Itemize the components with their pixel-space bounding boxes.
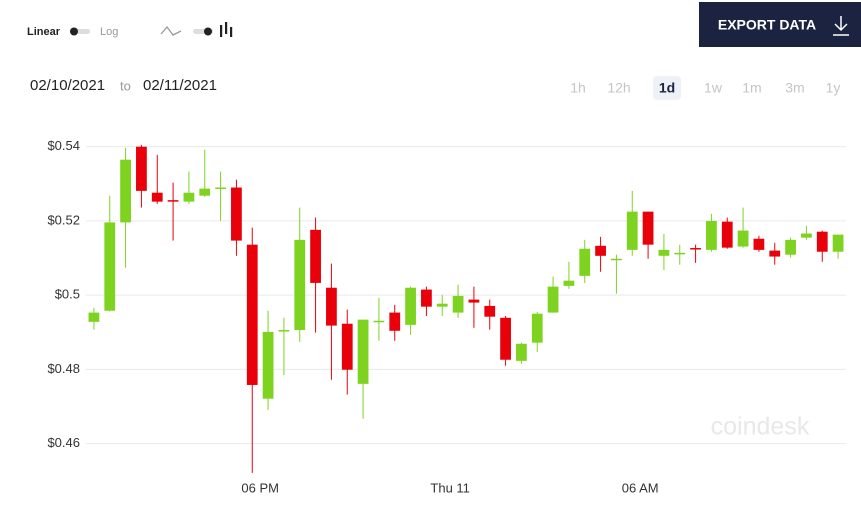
candle-body <box>436 303 448 307</box>
range-button[interactable]: 1m <box>742 80 761 96</box>
candle-body <box>373 320 385 323</box>
candle-body <box>151 192 163 202</box>
candle-body <box>167 200 179 202</box>
candle-body <box>88 312 100 322</box>
candle-body <box>278 330 290 332</box>
scale-log[interactable]: Log <box>100 26 118 38</box>
candle-body <box>626 211 638 250</box>
candle-body <box>674 252 686 255</box>
range-button[interactable]: 12h <box>607 80 630 96</box>
candle-body <box>785 239 796 255</box>
candle-body <box>769 250 781 257</box>
x-tick-label: Thu 11 <box>430 480 470 495</box>
candle-body <box>801 233 812 238</box>
toggle-knob <box>70 27 78 36</box>
candle-chart-icon[interactable] <box>220 22 233 37</box>
candle-body <box>389 312 401 331</box>
candle-body <box>563 280 575 286</box>
export-button[interactable]: EXPORT DATA <box>699 2 861 47</box>
y-tick-label: $0.46 <box>47 435 80 450</box>
candle-body <box>721 221 733 248</box>
range-button[interactable]: 3m <box>785 80 804 96</box>
candle-body <box>642 211 654 245</box>
line-chart-icon[interactable] <box>160 25 182 36</box>
candle-body <box>421 289 432 307</box>
candle-body <box>199 188 211 196</box>
date-separator: to <box>120 78 131 93</box>
candle-body <box>262 331 274 399</box>
date-from[interactable]: 02/10/2021 <box>30 77 105 94</box>
candle-body <box>246 244 258 385</box>
range-button[interactable]: 1d <box>659 80 675 96</box>
range-button[interactable]: 1y <box>826 80 841 96</box>
candle-body <box>294 239 306 331</box>
candle-body <box>547 286 559 313</box>
date-to[interactable]: 02/11/2021 <box>143 77 217 94</box>
candle-body <box>183 192 195 202</box>
candle-body <box>706 220 717 250</box>
candle-body <box>611 258 622 261</box>
candle-body <box>690 248 701 250</box>
icon-bar <box>220 25 223 37</box>
candle-body <box>104 222 116 311</box>
candle-body <box>231 187 242 241</box>
scale-toggle[interactable] <box>70 27 90 36</box>
candle-body <box>595 245 606 256</box>
y-tick-label: $0.5 <box>55 287 80 302</box>
toggle-knob <box>204 27 212 36</box>
range-button[interactable]: 1w <box>704 80 723 96</box>
candle-body <box>658 249 670 256</box>
candle-body <box>215 187 226 190</box>
x-tick-label: 06 PM <box>241 480 279 495</box>
plot-area <box>86 144 846 473</box>
y-tick-label: $0.52 <box>47 212 80 227</box>
candle-body <box>579 248 591 276</box>
x-tick-label: 06 AM <box>622 480 659 495</box>
candle-body <box>405 287 416 325</box>
candle-body <box>737 230 749 247</box>
chart-type-toggle[interactable] <box>193 27 213 36</box>
candle-body <box>326 287 337 326</box>
icon-bar <box>230 27 233 37</box>
candle-body <box>341 323 353 370</box>
candle-body <box>357 319 369 384</box>
export-label: EXPORT DATA <box>718 17 816 33</box>
candle-body <box>531 313 543 343</box>
candle-body <box>516 343 527 361</box>
download-icon <box>833 16 849 36</box>
watermark: coindesk <box>711 413 810 441</box>
candle-body <box>500 317 511 360</box>
candle-body <box>816 231 828 252</box>
candle-body <box>310 229 321 283</box>
y-tick-label: $0.48 <box>47 361 80 376</box>
candle-body <box>753 238 765 250</box>
candle-body <box>832 234 844 252</box>
scale-linear[interactable]: Linear <box>27 26 61 38</box>
candle-body <box>136 146 147 191</box>
export-bg <box>699 2 861 47</box>
range-active-bg <box>653 76 681 100</box>
y-tick-label: $0.54 <box>47 138 80 153</box>
candle-body <box>484 305 496 317</box>
range-button[interactable]: 1h <box>570 80 586 96</box>
candle-body <box>120 159 131 223</box>
candle-body <box>452 295 464 313</box>
icon-bar <box>225 22 228 34</box>
candle-body <box>468 299 480 303</box>
